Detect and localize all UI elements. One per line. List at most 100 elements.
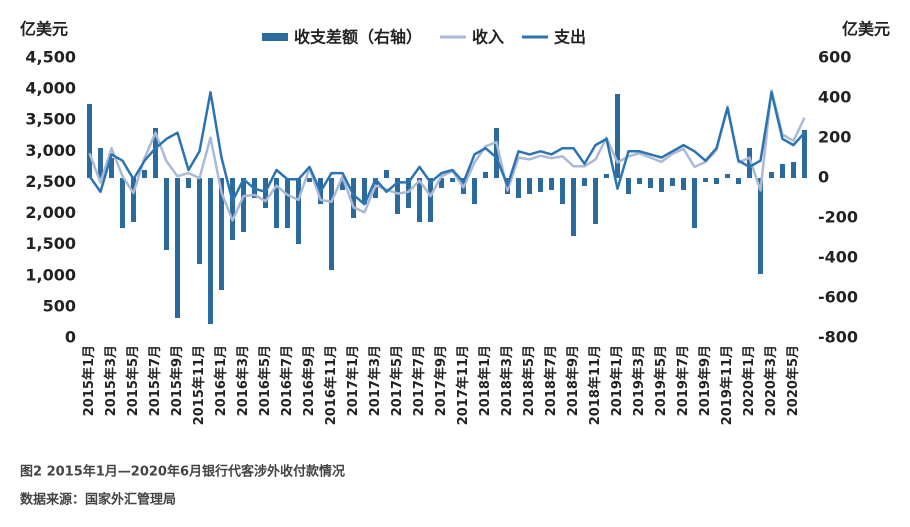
bar bbox=[780, 164, 785, 178]
bar bbox=[362, 178, 367, 204]
bar bbox=[571, 178, 576, 236]
bar bbox=[582, 178, 587, 186]
bar bbox=[538, 178, 543, 192]
bar bbox=[428, 178, 433, 222]
x-tick-label: 2017年5月 bbox=[389, 345, 405, 416]
y-tick-label: 1,000 bbox=[25, 265, 76, 284]
y2-tick-label: -800 bbox=[818, 328, 858, 347]
y-tick-label: 1,500 bbox=[25, 234, 76, 253]
bar bbox=[692, 178, 697, 228]
bar bbox=[670, 178, 675, 186]
y-tick-label: 3,000 bbox=[25, 141, 76, 160]
x-tick-label: 2015年7月 bbox=[147, 345, 163, 416]
y2-tick-label: 0 bbox=[818, 168, 829, 187]
bar bbox=[747, 148, 752, 178]
bar bbox=[769, 172, 774, 178]
x-tick-label: 2017年7月 bbox=[411, 345, 427, 416]
y2-tick-label: -200 bbox=[818, 208, 858, 227]
legend-label: 支出 bbox=[553, 28, 586, 47]
x-tick-label: 2018年3月 bbox=[499, 345, 515, 416]
bar bbox=[208, 178, 213, 324]
bar bbox=[648, 178, 653, 188]
bar bbox=[175, 178, 180, 318]
bar bbox=[164, 178, 169, 250]
y-tick-label: 2,500 bbox=[25, 172, 76, 191]
bar bbox=[714, 178, 719, 184]
y2-axis-label: 亿美元 bbox=[842, 20, 890, 39]
x-tick-label: 2015年5月 bbox=[125, 345, 141, 416]
x-tick-label: 2020年5月 bbox=[785, 345, 801, 416]
bar bbox=[637, 178, 642, 184]
line bbox=[88, 90, 806, 206]
line bbox=[88, 89, 806, 222]
x-tick-label: 2019年3月 bbox=[631, 345, 647, 416]
legend-label: 收入 bbox=[472, 28, 504, 47]
bar bbox=[351, 178, 356, 218]
bar bbox=[626, 178, 631, 194]
bar bbox=[483, 172, 488, 178]
bar bbox=[615, 94, 620, 178]
y-tick-label: 500 bbox=[43, 296, 76, 315]
x-tick-label: 2017年3月 bbox=[367, 345, 383, 416]
bar bbox=[384, 170, 389, 178]
x-tick-label: 2019年11月 bbox=[719, 345, 735, 425]
bar bbox=[120, 178, 125, 228]
x-tick-label: 2016年7月 bbox=[279, 345, 295, 416]
x-tick-label: 2020年3月 bbox=[763, 345, 779, 416]
bar bbox=[593, 178, 598, 224]
x-tick-label: 2017年9月 bbox=[433, 345, 449, 416]
x-tick-label: 2019年1月 bbox=[609, 345, 625, 416]
x-tick-label: 2016年3月 bbox=[235, 345, 251, 416]
x-tick-label: 2015年1月 bbox=[81, 345, 97, 416]
bar bbox=[87, 104, 92, 178]
bar bbox=[659, 178, 664, 192]
bar bbox=[340, 178, 345, 190]
bar bbox=[153, 128, 158, 178]
bar bbox=[549, 178, 554, 190]
y2-tick-label: -400 bbox=[818, 248, 858, 267]
y2-tick-label: 400 bbox=[818, 88, 851, 107]
bar bbox=[604, 174, 609, 178]
y-tick-label: 4,500 bbox=[25, 48, 76, 67]
bar bbox=[307, 178, 312, 182]
bar bbox=[142, 170, 147, 178]
x-tick-label: 2018年11月 bbox=[587, 345, 603, 425]
legend-label: 收支差额（右轴） bbox=[294, 28, 422, 47]
bar bbox=[230, 178, 235, 240]
y-tick-label: 0 bbox=[65, 328, 76, 347]
bar bbox=[725, 174, 730, 178]
bar bbox=[703, 178, 708, 182]
bar bbox=[197, 178, 202, 264]
x-tick-label: 2019年9月 bbox=[697, 345, 713, 416]
bar bbox=[560, 178, 565, 204]
x-tick-label: 2019年7月 bbox=[675, 345, 691, 416]
y2-tick-label: -600 bbox=[818, 288, 858, 307]
x-tick-label: 2019年5月 bbox=[653, 345, 669, 416]
bar bbox=[329, 178, 334, 270]
x-tick-label: 2018年5月 bbox=[521, 345, 537, 416]
bar bbox=[516, 178, 521, 198]
x-tick-label: 2015年11月 bbox=[191, 345, 207, 425]
bar bbox=[274, 178, 279, 228]
bar bbox=[472, 178, 477, 204]
x-tick-label: 2016年1月 bbox=[213, 345, 229, 416]
bar bbox=[450, 178, 455, 182]
source: 数据来源：国家外汇管理局 bbox=[20, 492, 176, 508]
x-tick-label: 2018年9月 bbox=[565, 345, 581, 416]
bar bbox=[681, 178, 686, 190]
x-tick-label: 2018年1月 bbox=[477, 345, 493, 416]
y-axis-label: 亿美元 bbox=[20, 20, 68, 39]
bar bbox=[109, 158, 114, 178]
x-tick-label: 2017年11月 bbox=[455, 345, 471, 425]
legend-swatch bbox=[262, 33, 288, 41]
x-tick-label: 2015年3月 bbox=[103, 345, 119, 416]
bar bbox=[296, 178, 301, 244]
bar bbox=[417, 178, 422, 222]
bar bbox=[219, 178, 224, 290]
bar bbox=[395, 178, 400, 214]
bar bbox=[736, 178, 741, 184]
bar bbox=[186, 178, 191, 188]
bar bbox=[791, 162, 796, 178]
y2-tick-label: 200 bbox=[818, 128, 851, 147]
bar bbox=[802, 130, 807, 178]
